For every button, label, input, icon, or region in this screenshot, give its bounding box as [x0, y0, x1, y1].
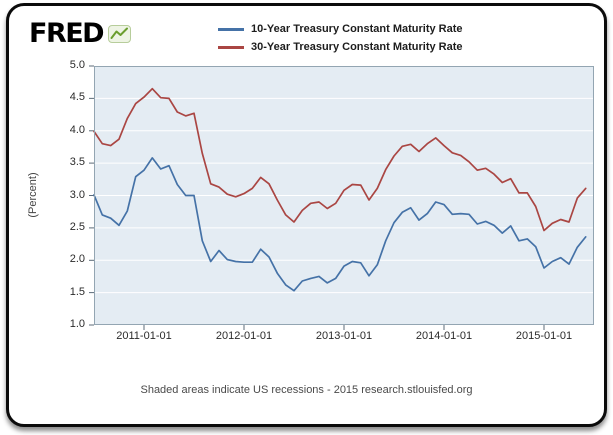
x-tick-label: 2015-01-01	[515, 330, 573, 342]
legend: 10-Year Treasury Constant Maturity Rate 3…	[218, 20, 463, 56]
y-tick-label: 4.0	[69, 123, 85, 136]
y-tick-label: 3.5	[69, 156, 85, 169]
line-chart	[89, 65, 594, 330]
y-tick-label: 1.0	[69, 318, 85, 330]
y-tick-label: 4.5	[69, 91, 85, 104]
y-tick-label: 2.5	[69, 220, 85, 233]
fred-sparkline-icon	[108, 24, 132, 43]
x-tick-label: 2012-01-01	[215, 330, 273, 342]
series-line	[93, 157, 587, 292]
y-tick-label: 3.0	[69, 188, 85, 201]
legend-label: 10-Year Treasury Constant Maturity Rate	[251, 23, 463, 35]
series-line	[93, 87, 587, 232]
plot-area	[89, 65, 594, 330]
legend-swatch	[218, 27, 244, 31]
x-tick-label: 2011-01-01	[116, 330, 172, 342]
legend-label: 30-Year Treasury Constant Maturity Rate	[251, 41, 463, 53]
legend-swatch	[218, 45, 244, 49]
legend-item: 10-Year Treasury Constant Maturity Rate	[218, 20, 463, 38]
fred-logo-text: FRED	[29, 18, 105, 49]
x-tick-label: 2013-01-01	[315, 330, 373, 342]
y-tick-label: 1.5	[69, 285, 85, 298]
plot-border	[94, 66, 594, 325]
footer-note: Shaded areas indicate US recessions - 20…	[140, 384, 473, 396]
y-tick-label: 2.0	[69, 253, 85, 266]
legend-item: 30-Year Treasury Constant Maturity Rate	[218, 38, 463, 56]
chart-frame: FRED 10-Year Treasury Constant Maturity …	[6, 3, 607, 427]
y-tick-label: 5.0	[69, 59, 85, 71]
y-axis-title: (Percent)	[27, 172, 39, 218]
fred-logo: FRED	[29, 18, 132, 49]
x-tick-label: 2014-01-01	[415, 330, 473, 342]
